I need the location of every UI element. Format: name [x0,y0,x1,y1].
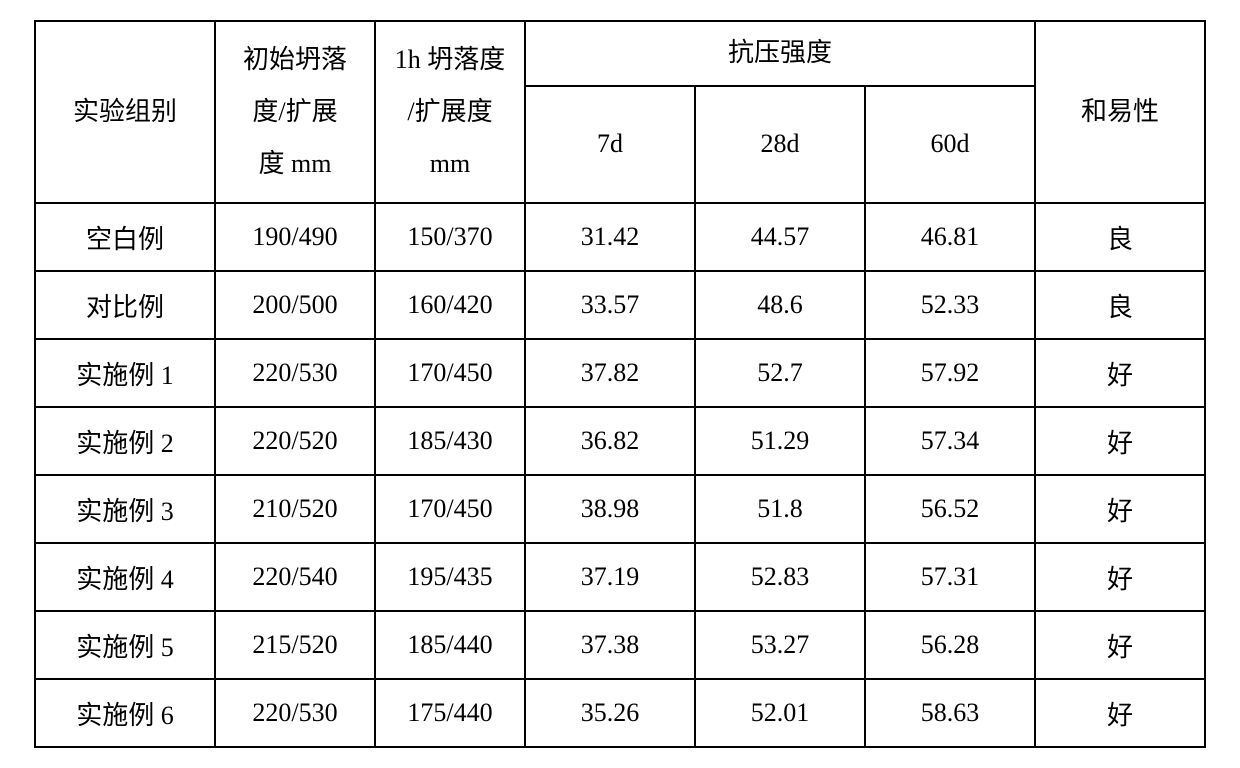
experiment-data-table: 实验组别 初始坍落度/扩展度 mm 1h 坍落度/扩展度mm 抗压强度 和易性 … [34,20,1206,748]
table-header: 实验组别 初始坍落度/扩展度 mm 1h 坍落度/扩展度mm 抗压强度 和易性 … [35,21,1205,203]
header-strength: 抗压强度 [525,21,1035,86]
cell-7d: 31.42 [525,203,695,271]
table-body: 空白例 190/490 150/370 31.42 44.57 46.81 良 … [35,203,1205,747]
cell-7d: 37.82 [525,339,695,407]
cell-60d: 57.34 [865,407,1035,475]
table-row: 对比例 200/500 160/420 33.57 48.6 52.33 良 [35,271,1205,339]
table-row: 实施例 5 215/520 185/440 37.38 53.27 56.28 … [35,611,1205,679]
cell-1h: 185/430 [375,407,525,475]
cell-1h: 170/450 [375,475,525,543]
cell-60d: 57.92 [865,339,1035,407]
table-row: 实施例 4 220/540 195/435 37.19 52.83 57.31 … [35,543,1205,611]
cell-group: 实施例 1 [35,339,215,407]
cell-28d: 52.83 [695,543,865,611]
cell-7d: 38.98 [525,475,695,543]
header-28d: 28d [695,86,865,203]
cell-28d: 51.29 [695,407,865,475]
cell-7d: 37.19 [525,543,695,611]
header-row-1: 实验组别 初始坍落度/扩展度 mm 1h 坍落度/扩展度mm 抗压强度 和易性 [35,21,1205,86]
header-initial-slump: 初始坍落度/扩展度 mm [215,21,375,203]
cell-work: 好 [1035,679,1205,747]
cell-work: 良 [1035,203,1205,271]
cell-group: 实施例 5 [35,611,215,679]
cell-work: 良 [1035,271,1205,339]
cell-work: 好 [1035,611,1205,679]
cell-group: 对比例 [35,271,215,339]
cell-7d: 36.82 [525,407,695,475]
cell-28d: 48.6 [695,271,865,339]
cell-initial: 220/530 [215,679,375,747]
cell-28d: 52.01 [695,679,865,747]
header-1h-slump: 1h 坍落度/扩展度mm [375,21,525,203]
cell-60d: 56.28 [865,611,1035,679]
table-row: 实施例 6 220/530 175/440 35.26 52.01 58.63 … [35,679,1205,747]
header-workability: 和易性 [1035,21,1205,203]
cell-60d: 46.81 [865,203,1035,271]
cell-initial: 220/540 [215,543,375,611]
table-row: 空白例 190/490 150/370 31.42 44.57 46.81 良 [35,203,1205,271]
table-row: 实施例 2 220/520 185/430 36.82 51.29 57.34 … [35,407,1205,475]
cell-group: 实施例 4 [35,543,215,611]
cell-work: 好 [1035,543,1205,611]
cell-work: 好 [1035,339,1205,407]
cell-1h: 175/440 [375,679,525,747]
cell-group: 实施例 6 [35,679,215,747]
header-group: 实验组别 [35,21,215,203]
cell-group: 实施例 2 [35,407,215,475]
cell-60d: 56.52 [865,475,1035,543]
header-60d: 60d [865,86,1035,203]
cell-28d: 44.57 [695,203,865,271]
cell-1h: 185/440 [375,611,525,679]
cell-7d: 37.38 [525,611,695,679]
cell-28d: 52.7 [695,339,865,407]
cell-60d: 58.63 [865,679,1035,747]
cell-60d: 57.31 [865,543,1035,611]
cell-initial: 220/530 [215,339,375,407]
table-row: 实施例 3 210/520 170/450 38.98 51.8 56.52 好 [35,475,1205,543]
cell-1h: 160/420 [375,271,525,339]
header-7d: 7d [525,86,695,203]
table-row: 实施例 1 220/530 170/450 37.82 52.7 57.92 好 [35,339,1205,407]
cell-28d: 51.8 [695,475,865,543]
cell-initial: 200/500 [215,271,375,339]
cell-initial: 190/490 [215,203,375,271]
cell-initial: 210/520 [215,475,375,543]
cell-60d: 52.33 [865,271,1035,339]
data-table-container: 实验组别 初始坍落度/扩展度 mm 1h 坍落度/扩展度mm 抗压强度 和易性 … [34,20,1206,748]
cell-1h: 170/450 [375,339,525,407]
cell-1h: 150/370 [375,203,525,271]
cell-group: 实施例 3 [35,475,215,543]
cell-7d: 33.57 [525,271,695,339]
cell-group: 空白例 [35,203,215,271]
cell-7d: 35.26 [525,679,695,747]
cell-work: 好 [1035,475,1205,543]
cell-28d: 53.27 [695,611,865,679]
cell-1h: 195/435 [375,543,525,611]
cell-work: 好 [1035,407,1205,475]
cell-initial: 215/520 [215,611,375,679]
cell-initial: 220/520 [215,407,375,475]
